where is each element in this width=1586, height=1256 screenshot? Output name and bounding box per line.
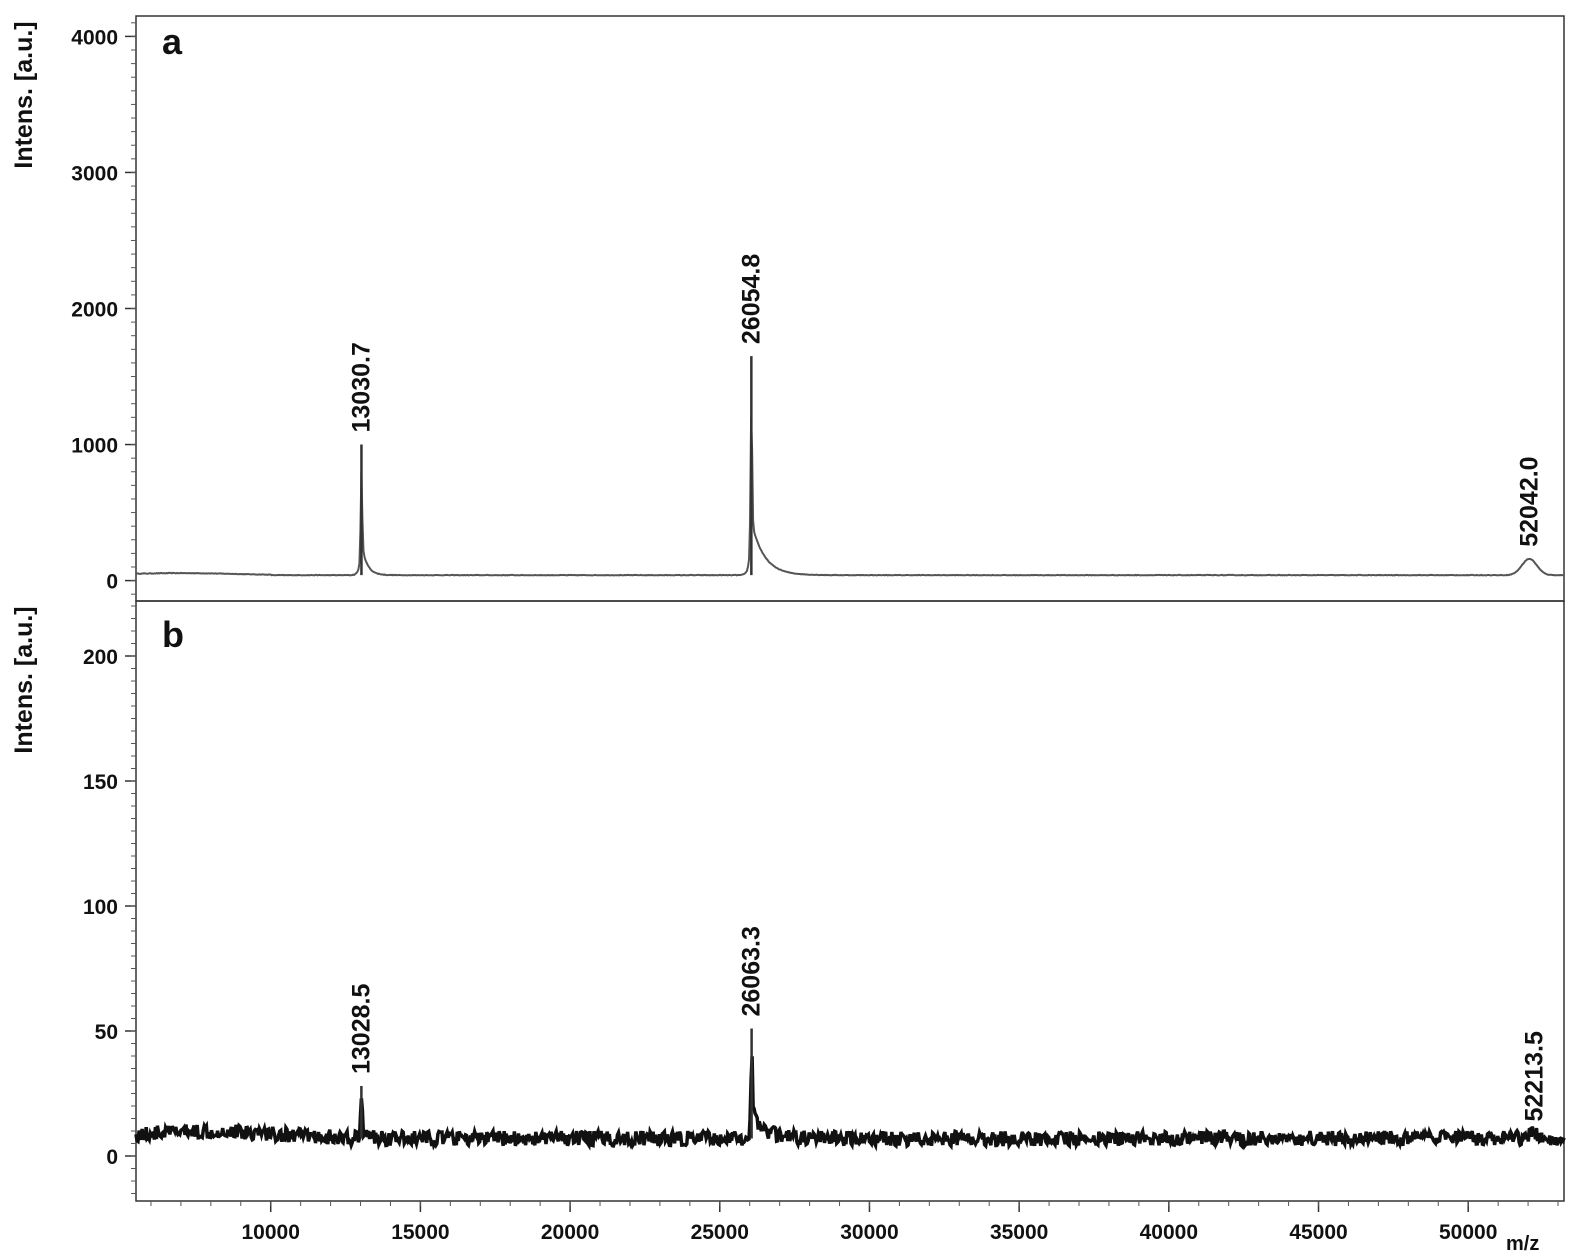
panel-b-y-axis-label: Intens. [a.u.] [10,606,38,753]
peak-label: 26054.8 [737,254,765,344]
y-tick-label: 2000 [71,299,118,322]
panel-a: a Intens. [a.u.] 0 1000 2000 3000 4000 13030… [10,15,1565,602]
peak-label: 52213.5 [1521,1031,1549,1121]
spectrum-line [134,1056,1566,1152]
peak-label: 13028.5 [347,984,375,1074]
x-tick-label: 20000 [541,1221,599,1244]
peak-label: 13030.7 [347,342,375,432]
x-axis: 10000 15000 20000 25000 30000 35000 40000 45000… [150,1201,1559,1244]
x-tick-label: 25000 [691,1221,749,1244]
x-tick-label: 30000 [840,1221,898,1244]
panel-a-y-ticks: 0 1000 2000 3000 4000 [71,22,136,595]
y-tick-label: 4000 [71,26,118,49]
y-tick-label: 200 [83,646,118,669]
x-tick-label: 15000 [391,1221,449,1244]
panel-a-letter: a [162,21,183,62]
x-tick-label: 50000 [1439,1221,1497,1244]
y-tick-label: 50 [95,1021,118,1044]
y-tick-label: 0 [106,571,118,594]
x-tick-label: 45000 [1289,1221,1347,1244]
y-tick-label: 150 [83,771,118,794]
panel-b-y-ticks: 0 50 100 150 200 [83,605,136,1194]
spectrum-line [135,417,1565,577]
peak-label: 26063.3 [738,926,766,1016]
x-tick-label: 35000 [990,1221,1048,1244]
panel-b-letter: b [162,614,184,655]
panel-a-plot-area [135,356,1565,577]
x-axis-label: m/z [1506,1233,1539,1255]
x-tick-label: 10000 [242,1221,300,1244]
panel-b-peak-labels: 13028.5 26063.3 52213.5 [347,926,1548,1121]
panel-b-plot-area [134,1028,1566,1152]
x-tick-label: 40000 [1140,1221,1198,1244]
y-tick-label: 1000 [71,435,118,458]
panel-a-peak-labels: 13030.7 26054.8 52042.0 [347,254,1543,547]
panel-a-y-axis-label: Intens. [a.u.] [10,21,38,168]
y-tick-label: 0 [106,1146,118,1169]
panel-b-frame [135,600,1565,1202]
y-tick-label: 100 [83,896,118,919]
y-tick-label: 3000 [71,162,118,185]
peak-label: 52042.0 [1515,456,1543,546]
panel-b: b Intens. [a.u.] 0 50 100 150 200 13028.5 260… [10,600,1566,1202]
